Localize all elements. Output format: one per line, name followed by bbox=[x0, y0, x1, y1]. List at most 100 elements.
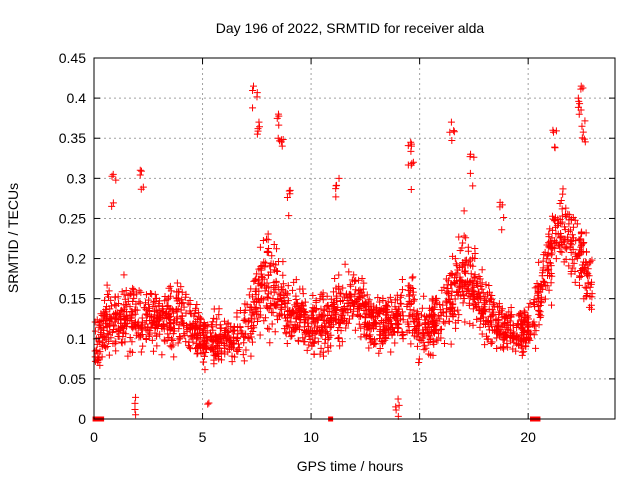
data-point bbox=[183, 328, 191, 336]
data-point bbox=[205, 399, 213, 407]
data-point bbox=[252, 304, 260, 312]
data-point bbox=[209, 326, 217, 334]
data-point bbox=[186, 345, 194, 353]
data-point bbox=[123, 319, 131, 327]
data-point bbox=[247, 330, 255, 338]
data-point bbox=[261, 287, 269, 295]
data-point bbox=[335, 282, 343, 290]
data-point bbox=[441, 339, 449, 347]
data-point bbox=[398, 275, 406, 283]
data-point bbox=[107, 334, 115, 342]
data-point bbox=[221, 344, 229, 352]
data-point bbox=[573, 220, 581, 228]
data-point bbox=[456, 273, 464, 281]
data-point bbox=[130, 294, 138, 302]
data-point bbox=[562, 204, 570, 212]
data-point bbox=[201, 322, 209, 330]
data-point bbox=[354, 303, 362, 311]
data-point bbox=[105, 337, 113, 345]
data-point bbox=[455, 284, 463, 292]
data-point bbox=[493, 344, 501, 352]
data-point bbox=[545, 241, 553, 249]
data-point bbox=[355, 287, 363, 295]
data-point bbox=[320, 322, 328, 330]
data-point bbox=[473, 315, 481, 323]
data-point bbox=[428, 295, 436, 303]
data-point bbox=[293, 299, 301, 307]
data-point bbox=[204, 400, 212, 408]
data-point bbox=[245, 334, 253, 342]
data-point bbox=[393, 291, 401, 299]
data-point bbox=[404, 142, 412, 150]
data-point bbox=[174, 288, 182, 296]
data-point bbox=[376, 320, 384, 328]
data-point bbox=[262, 259, 270, 267]
data-point bbox=[309, 339, 317, 347]
data-point bbox=[470, 287, 478, 295]
data-point bbox=[520, 328, 528, 336]
data-point bbox=[105, 287, 113, 295]
data-point bbox=[348, 312, 356, 320]
data-point bbox=[336, 342, 344, 350]
data-point bbox=[360, 292, 368, 300]
data-point bbox=[523, 321, 531, 329]
data-point bbox=[331, 274, 339, 282]
data-point bbox=[488, 338, 496, 346]
data-point bbox=[387, 348, 395, 356]
x-tick-label: 5 bbox=[199, 429, 207, 445]
data-point bbox=[357, 333, 365, 341]
data-point bbox=[335, 174, 343, 182]
data-point bbox=[428, 318, 436, 326]
data-point bbox=[474, 281, 482, 289]
data-point bbox=[551, 144, 559, 152]
data-point bbox=[561, 244, 569, 252]
data-point bbox=[404, 161, 412, 169]
data-point bbox=[426, 335, 434, 343]
data-point bbox=[464, 261, 472, 269]
x-tick-label: 10 bbox=[303, 429, 319, 445]
data-point bbox=[122, 287, 130, 295]
data-point bbox=[258, 281, 266, 289]
data-point bbox=[235, 344, 243, 352]
chart-title: Day 196 of 2022, SRMTID for receiver ald… bbox=[216, 20, 485, 36]
data-point bbox=[498, 226, 506, 234]
data-point bbox=[162, 315, 170, 323]
data-point bbox=[255, 313, 263, 321]
data-point bbox=[317, 313, 325, 321]
data-point bbox=[433, 299, 441, 307]
data-point bbox=[347, 282, 355, 290]
data-point bbox=[137, 348, 145, 356]
data-point bbox=[295, 304, 303, 312]
data-point bbox=[287, 333, 295, 341]
x-axis-label: GPS time / hours bbox=[297, 458, 404, 474]
data-point bbox=[366, 331, 374, 339]
data-point bbox=[292, 325, 300, 333]
data-point bbox=[560, 258, 568, 266]
data-point bbox=[489, 311, 497, 319]
data-point bbox=[122, 320, 130, 328]
data-point bbox=[343, 319, 351, 327]
data-point bbox=[552, 127, 560, 135]
data-point bbox=[420, 292, 428, 300]
data-point bbox=[283, 194, 291, 202]
y-tick-label: 0.35 bbox=[59, 130, 86, 146]
data-point bbox=[274, 283, 282, 291]
plot-frame bbox=[93, 57, 616, 420]
data-point bbox=[332, 309, 340, 317]
axis-ticks: 0 5 10 15 20 0 0.05 0.1 0.15 0.2 0.25 0.3 0.35 0.4 0.4… bbox=[59, 50, 615, 445]
data-point bbox=[91, 318, 99, 326]
data-point bbox=[577, 106, 585, 114]
data-point bbox=[274, 316, 282, 324]
data-point bbox=[394, 395, 402, 403]
data-point bbox=[436, 326, 444, 334]
data-point bbox=[433, 336, 441, 344]
data-point bbox=[415, 355, 423, 363]
data-point bbox=[217, 339, 225, 347]
data-point bbox=[236, 323, 244, 331]
data-point bbox=[139, 342, 147, 350]
data-point bbox=[577, 235, 585, 243]
data-point bbox=[351, 297, 359, 305]
data-point bbox=[332, 193, 340, 201]
data-point bbox=[142, 334, 150, 342]
data-point bbox=[473, 304, 481, 312]
